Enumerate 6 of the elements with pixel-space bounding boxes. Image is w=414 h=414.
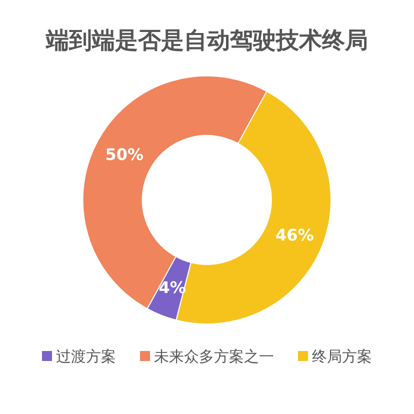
legend-label: 未来众多方案之一: [154, 347, 274, 366]
data-label: 46%: [275, 225, 314, 244]
legend-label: 过渡方案: [56, 347, 116, 366]
legend-label: 终局方案: [312, 347, 372, 366]
data-label: 50%: [105, 145, 144, 164]
chart-title: 端到端是否是自动驾驶技术终局: [45, 28, 368, 54]
